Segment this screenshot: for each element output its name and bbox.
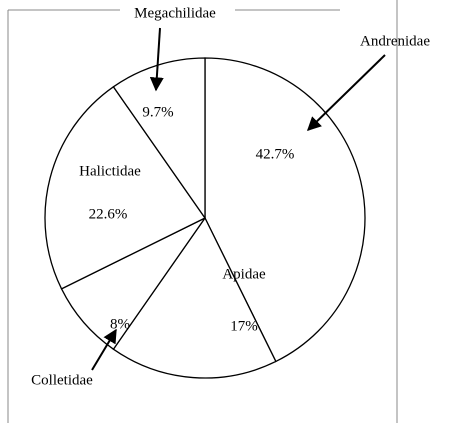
slice-name: Halictidae [79, 163, 141, 179]
slice-percent: 17% [230, 318, 258, 334]
slice-name: Andrenidae [360, 33, 430, 49]
slice-name: Colletidae [31, 372, 93, 388]
slice-name: Apidae [222, 266, 266, 282]
label-arrow [91, 328, 117, 371]
slice-name: Megachilidae [134, 5, 216, 21]
pie-slice [112, 216, 277, 379]
label-arrow [149, 27, 164, 92]
pie-slice [44, 85, 206, 290]
pie [44, 57, 366, 379]
labels: Andrenidae 42.7% Apidae 17% Colletidae 8% Hali… [31, 5, 430, 388]
slice-percent: 8% [110, 316, 130, 332]
frame [7, 0, 398, 423]
slice-percent: 42.7% [256, 146, 295, 162]
slice-percent: 9.7% [142, 104, 173, 120]
slice-percent: 22.6% [89, 206, 128, 222]
label-arrow [306, 54, 386, 131]
pie-slice [204, 57, 366, 363]
